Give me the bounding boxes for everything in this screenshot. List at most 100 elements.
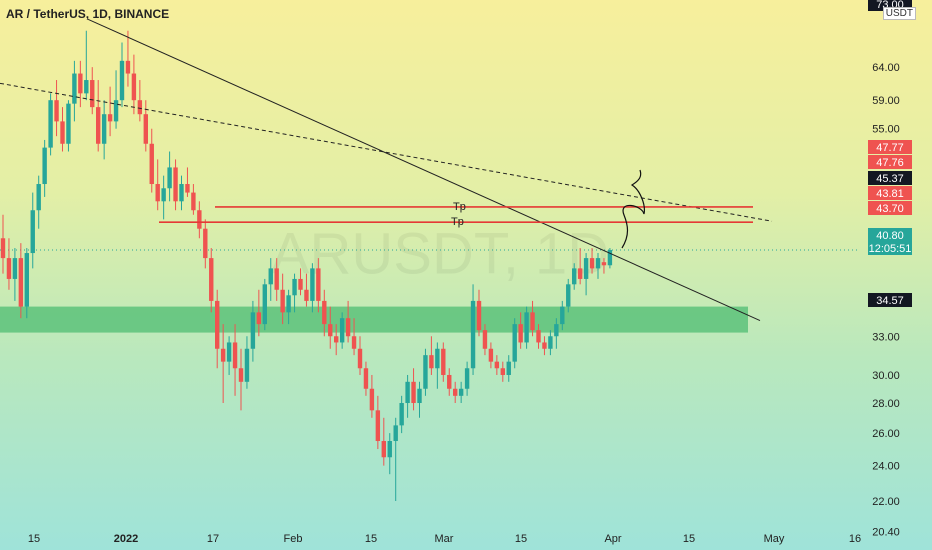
price-tag-label: 40.80 [876,230,904,242]
candle-body [345,318,351,337]
candle-body [536,330,541,343]
price-tag-box [868,228,912,242]
candle-body [280,289,285,313]
price-tag-box [868,171,912,185]
price-tag-box [868,201,912,215]
x-tick-label: 16 [849,533,861,545]
price-tag-box [868,241,912,255]
y-tick-label: 30.00 [872,370,900,382]
candle-body [554,324,559,337]
price-tag-box [868,0,912,11]
candle-body [226,342,232,362]
price-tag-box [868,155,912,169]
candle-body [185,184,190,193]
price-tag-box [868,186,912,200]
candle-body [577,268,583,279]
y-tick-label: 24.00 [872,461,900,473]
candle-body [357,348,363,369]
candle-body [518,324,523,343]
y-tick-label: 64.00 [872,62,900,74]
candle-body [232,342,238,369]
candle-body [572,268,577,285]
candle-body [96,107,101,144]
candle-body [107,114,113,122]
candle-body [447,374,452,389]
candle-body [595,258,601,269]
price-tag-label: 47.76 [876,157,904,169]
candle-body [12,258,18,279]
candle-body [101,114,107,144]
candle-body [512,324,517,362]
candle-body [381,441,386,458]
y-tick-label: 33.00 [872,331,900,343]
candle-body [417,388,422,404]
y-tick-label: 55.00 [872,124,900,136]
chart-title: AR / TetherUS, 1D, BINANCE [6,7,170,21]
x-tick-label: 15 [683,533,695,545]
x-tick-label: 17 [207,533,219,545]
candle-body [262,284,267,325]
candle-body [238,368,244,382]
tp-label: Tp [453,201,466,213]
candle-body [66,103,71,144]
candle-body [72,73,77,104]
candle-body [339,318,345,343]
candle-body [292,278,297,296]
x-tick-label: 15 [365,533,377,545]
candle-body [149,143,154,185]
price-tag-label: 43.81 [876,188,904,200]
candle-body [137,100,143,115]
unit-label: USDT [882,7,916,20]
candle-body [542,342,547,349]
y-tick-label: 26.00 [872,428,900,440]
candle-body [458,388,464,396]
candle-body [119,60,125,101]
candle-body [399,403,404,426]
candle-body [113,100,119,122]
price-tag-label: 73.00 [876,0,904,11]
candle-body [506,361,511,375]
candle-body [209,258,214,301]
candle-body [583,258,589,279]
x-tick-label: Feb [284,533,303,545]
x-tick-label: Mar [435,533,454,545]
candle-body [173,167,178,202]
price-tag-label: 47.77 [876,142,904,154]
candle-body [464,368,470,389]
candle-body [429,355,434,369]
candle-body [405,381,410,404]
candle-body [476,300,482,331]
candle-body [393,425,398,442]
candle-body [387,441,392,458]
price-tag-label: 12:05:51 [869,243,912,255]
candle-body [0,238,6,259]
candle-body [494,361,500,369]
candle-body [131,73,137,101]
candle-body [363,368,369,389]
candle-body [453,388,458,396]
descending-trendline [87,18,761,322]
candle-body [155,184,160,202]
candle-body [191,192,196,211]
candle-body [423,355,428,389]
candle-body [54,100,59,122]
candle-body [589,258,595,269]
candle-body [500,368,505,375]
watermark-text: ARUSDT, 1D [271,222,609,287]
y-tick-label: 28.00 [872,398,900,410]
candle-body [24,253,29,307]
candle-body [601,262,607,266]
candle-body [256,312,262,325]
price-tag-label: 43.70 [876,203,904,215]
support-zone [0,306,748,333]
candle-body [197,210,202,229]
candle-body [18,258,24,307]
candle-body [161,188,166,202]
candle-body [60,121,65,144]
candle-body [6,258,12,279]
candle-body [268,268,273,285]
candle-body [220,348,226,362]
candle-body [482,330,488,349]
candle-body [607,250,613,266]
